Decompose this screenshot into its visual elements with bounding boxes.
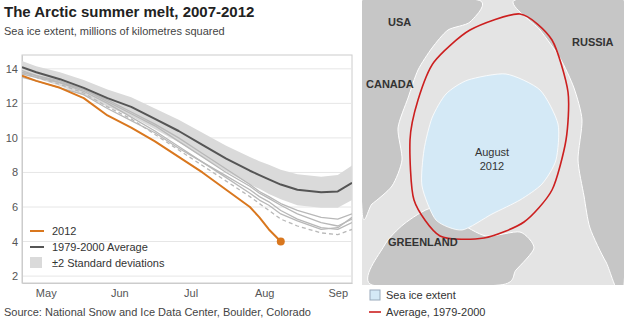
grid [22, 69, 352, 276]
map [362, 0, 624, 285]
y-tick: 2 [12, 270, 22, 282]
y-tick: 8 [12, 166, 22, 178]
key-label: Sea ice extent [386, 289, 456, 301]
y-tick-label: 8 [12, 166, 18, 178]
legend-swatch [30, 246, 44, 248]
key-swatch [369, 311, 381, 313]
title: The Arctic summer melt, 2007-2012 [4, 3, 254, 20]
graphic: USA CANADA RUSSIA GREENLAND August2012 Sea ic… [0, 0, 624, 323]
legend-swatch [30, 230, 44, 232]
series-line [22, 67, 352, 192]
x-tick-label: May [36, 287, 57, 299]
y-tick-label: 2 [12, 270, 18, 282]
x-tick: Jun [111, 283, 129, 299]
y-tick: 10 [6, 132, 22, 144]
series-line [22, 76, 281, 242]
subtitle: Sea ice extent, millions of kilometres s… [4, 25, 225, 37]
year-line [22, 74, 352, 229]
x-tick-label: Aug [255, 287, 275, 299]
y-tick: 6 [12, 201, 22, 213]
x-tick: Aug [255, 283, 275, 299]
grid-line [22, 103, 352, 104]
grid-line [22, 68, 352, 69]
region-label: GREENLAND [388, 236, 458, 248]
plot-marks [22, 61, 352, 246]
year-line [22, 77, 352, 229]
source: Source: National Snow and Ice Data Cente… [4, 306, 311, 318]
legend-swatch [30, 257, 42, 268]
x-tick-label: Sep [328, 287, 348, 299]
region-label: RUSSIA [572, 36, 614, 48]
sea-ice [422, 74, 559, 230]
x-axis-line [23, 283, 353, 284]
y-tick-label: 6 [12, 201, 18, 213]
x-tick-label: Jun [111, 287, 129, 299]
grid-line [22, 172, 352, 173]
y-tick-label: 10 [6, 132, 18, 144]
x-axis: May Jun Jul Aug Sep [23, 283, 353, 299]
region-label: USA [388, 16, 411, 28]
end-marker [277, 238, 285, 246]
legend-label: ±2 Standard deviations [52, 257, 165, 269]
average-extent-line [410, 14, 569, 239]
key-label: Average, 1979-2000 [386, 306, 486, 318]
year-line [22, 72, 352, 234]
std-band [22, 61, 352, 208]
y-tick: 4 [12, 236, 22, 248]
x-tick-label: Jul [184, 287, 198, 299]
legend-label: 1979-2000 Average [52, 241, 148, 253]
grid-line [22, 207, 352, 208]
y-tick-label: 12 [6, 97, 18, 109]
plot-frame [22, 55, 352, 283]
y-tick-label: 4 [12, 236, 18, 248]
key-swatch [370, 290, 380, 300]
region-label: CANADA [366, 78, 414, 90]
y-tick: 12 [6, 97, 22, 109]
chart-root: USA CANADA RUSSIA GREENLAND August2012 Sea ic… [0, 0, 624, 323]
y-tick: 14 [6, 63, 22, 75]
grid-line [22, 276, 352, 277]
x-tick: Jul [184, 283, 198, 299]
legend-label: 2012 [52, 225, 76, 237]
year-line [22, 72, 352, 219]
y-tick-label: 14 [6, 63, 18, 75]
x-tick: May [36, 283, 57, 299]
ice-label: August2012 [475, 146, 509, 172]
legend: 2012 1979-2000 Average ±2 Standard deviati… [30, 225, 165, 269]
y-axis-line [22, 56, 23, 284]
x-tick: Sep [328, 283, 348, 299]
y-axis: 2 4 6 8 10 12 14 [6, 56, 23, 284]
